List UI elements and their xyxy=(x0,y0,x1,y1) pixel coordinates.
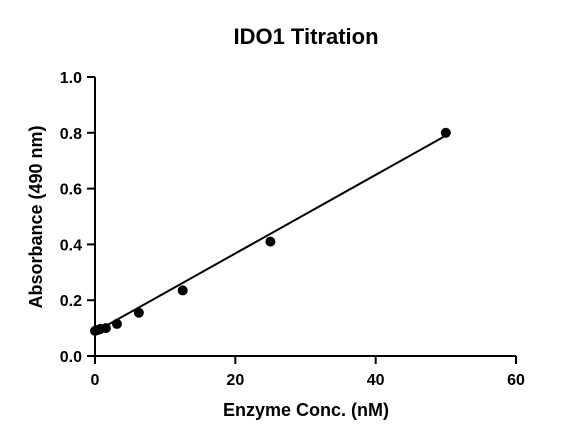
x-axis: 0 20 40 60 xyxy=(87,355,525,389)
x-tick-label: 60 xyxy=(507,372,525,389)
x-axis-label: Enzyme Conc. (nM) xyxy=(223,400,389,420)
fit-line-layer xyxy=(94,134,447,333)
y-axis-label: Absorbance (490 nm) xyxy=(26,125,46,308)
data-point xyxy=(111,318,122,329)
y-tick-label: 0.8 xyxy=(60,126,82,143)
y-tick-label: 0.6 xyxy=(60,182,82,199)
fit-line xyxy=(94,134,447,333)
data-point xyxy=(265,236,276,247)
y-tick-label: 1.0 xyxy=(60,70,82,87)
data-point xyxy=(440,127,451,138)
x-tick-label: 0 xyxy=(91,372,100,389)
data-points-layer xyxy=(90,127,451,336)
y-axis: 0.0 0.2 0.4 0.6 0.8 1.0 xyxy=(60,70,96,366)
data-point xyxy=(133,307,144,318)
x-tick-label: 20 xyxy=(226,372,244,389)
data-point xyxy=(177,285,188,296)
y-tick-label: 0.4 xyxy=(60,237,82,254)
y-tick-label: 0.2 xyxy=(60,293,82,310)
data-point xyxy=(100,323,111,334)
y-tick-label: 0.0 xyxy=(60,349,82,366)
chart-title: IDO1 Titration xyxy=(233,24,378,49)
x-tick-label: 40 xyxy=(367,372,385,389)
